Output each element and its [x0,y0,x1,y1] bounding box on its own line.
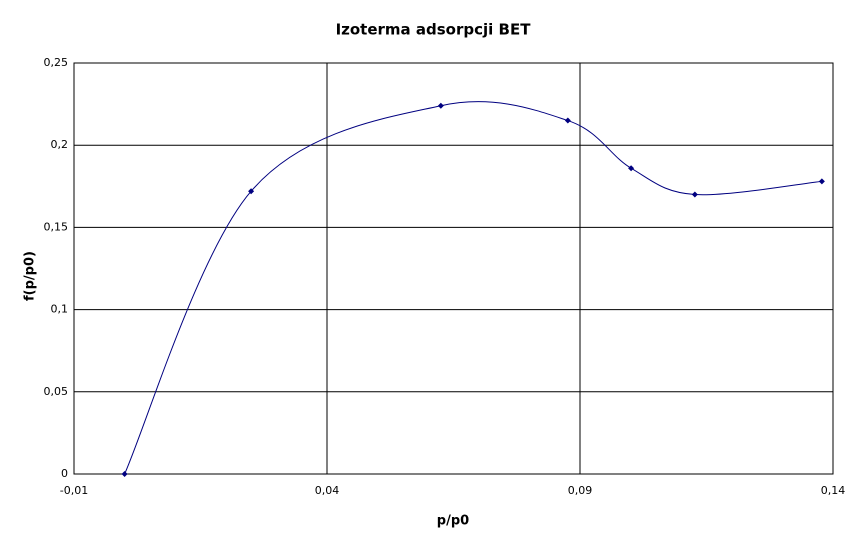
plot-area [73,62,834,475]
data-point [818,178,825,185]
y-tick-label: 0,2 [51,138,69,151]
data-point [691,191,698,198]
data-point [564,117,571,124]
chart-title: Izoterma adsorpcji BET [336,21,532,39]
y-tick-label: 0,1 [51,303,69,316]
y-tick-label: 0,05 [44,385,69,398]
y-tick-label: 0,15 [44,220,69,233]
y-tick-label: 0 [61,467,68,480]
x-tick-label: -0,01 [60,484,88,497]
y-axis-title: f(p/p0) [23,251,38,301]
x-tick-label: 0,04 [315,484,340,497]
series-line [124,101,822,475]
x-tick-label: 0,09 [568,484,593,497]
x-tick-label: 0,14 [821,484,846,497]
y-tick-label: 0,25 [44,56,69,69]
data-point [121,471,128,477]
data-point [248,188,255,195]
x-axis-title: p/p0 [437,514,469,529]
data-point [628,165,635,172]
data-point [437,102,444,109]
